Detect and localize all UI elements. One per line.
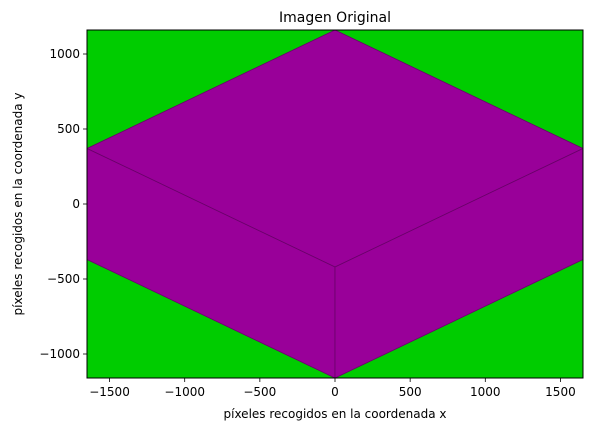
y-tick-label: −500	[47, 272, 80, 286]
x-tick-label: −500	[243, 385, 276, 399]
x-tick-label: −1000	[164, 385, 205, 399]
x-axis-ticks: −1500 −1000 −500 0 500 1000 1500	[89, 378, 576, 399]
left-face	[87, 148, 336, 378]
x-tick-label: 1500	[545, 385, 576, 399]
y-tick-label: 1000	[49, 47, 80, 61]
y-tick-label: 0	[72, 197, 80, 211]
chart-title: Imagen Original	[279, 10, 391, 26]
x-tick-label: −1500	[89, 385, 130, 399]
right-face	[334, 148, 583, 378]
x-axis-label: píxeles recogidos en la coordenada x	[224, 407, 447, 421]
x-tick-label: 500	[399, 385, 422, 399]
image-regions	[87, 30, 583, 378]
x-tick-label: 1000	[470, 385, 501, 399]
x-tick-label: 0	[331, 385, 339, 399]
y-tick-label: 500	[57, 122, 80, 136]
y-axis-label: píxeles recogidos en la coordenada y	[11, 93, 25, 316]
y-tick-label: −1000	[39, 347, 80, 361]
y-axis-ticks: −1000 −500 0 500 1000	[39, 47, 87, 361]
